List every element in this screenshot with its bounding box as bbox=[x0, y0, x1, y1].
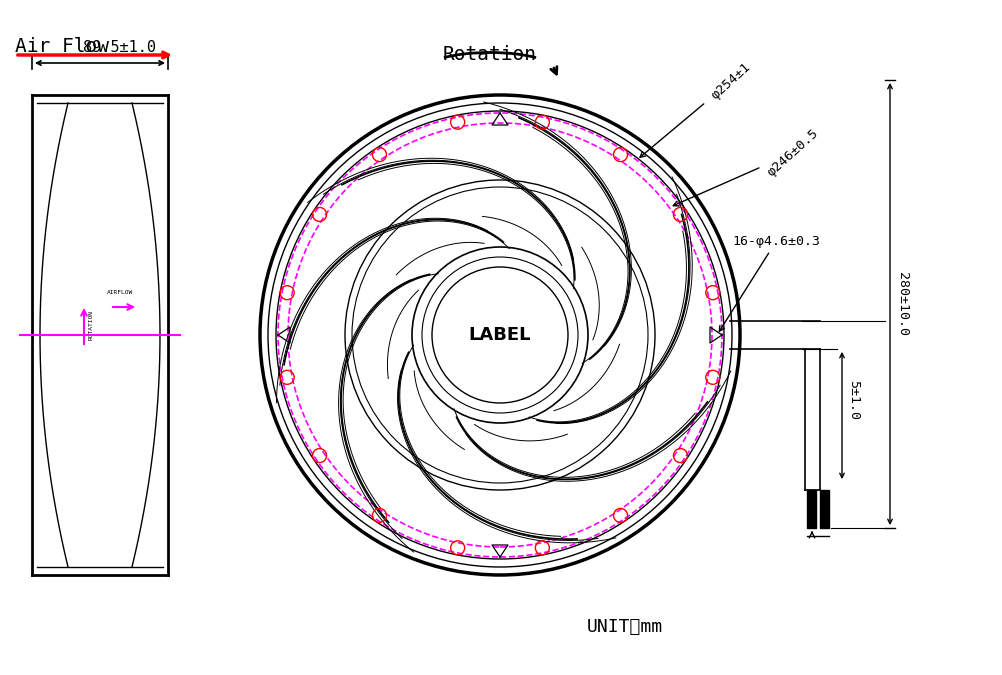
Text: φ246±0.5: φ246±0.5 bbox=[673, 127, 821, 206]
Text: 16-φ4.6±0.3: 16-φ4.6±0.3 bbox=[719, 235, 820, 331]
Text: φ254±1: φ254±1 bbox=[640, 60, 754, 157]
Bar bbox=[807, 490, 816, 528]
Text: 5±1.0: 5±1.0 bbox=[847, 379, 860, 419]
Text: AIRFLOW: AIRFLOW bbox=[107, 290, 133, 295]
Text: ROTATION: ROTATION bbox=[89, 310, 94, 340]
Text: 89.5±1.0: 89.5±1.0 bbox=[83, 40, 156, 55]
Text: 280±10.0: 280±10.0 bbox=[896, 272, 909, 336]
Text: Rotation: Rotation bbox=[443, 45, 537, 64]
Text: Air Flow: Air Flow bbox=[15, 37, 109, 56]
Text: LABEL: LABEL bbox=[469, 326, 531, 344]
Bar bbox=[820, 490, 829, 528]
Text: UNIT：mm: UNIT：mm bbox=[587, 618, 663, 636]
